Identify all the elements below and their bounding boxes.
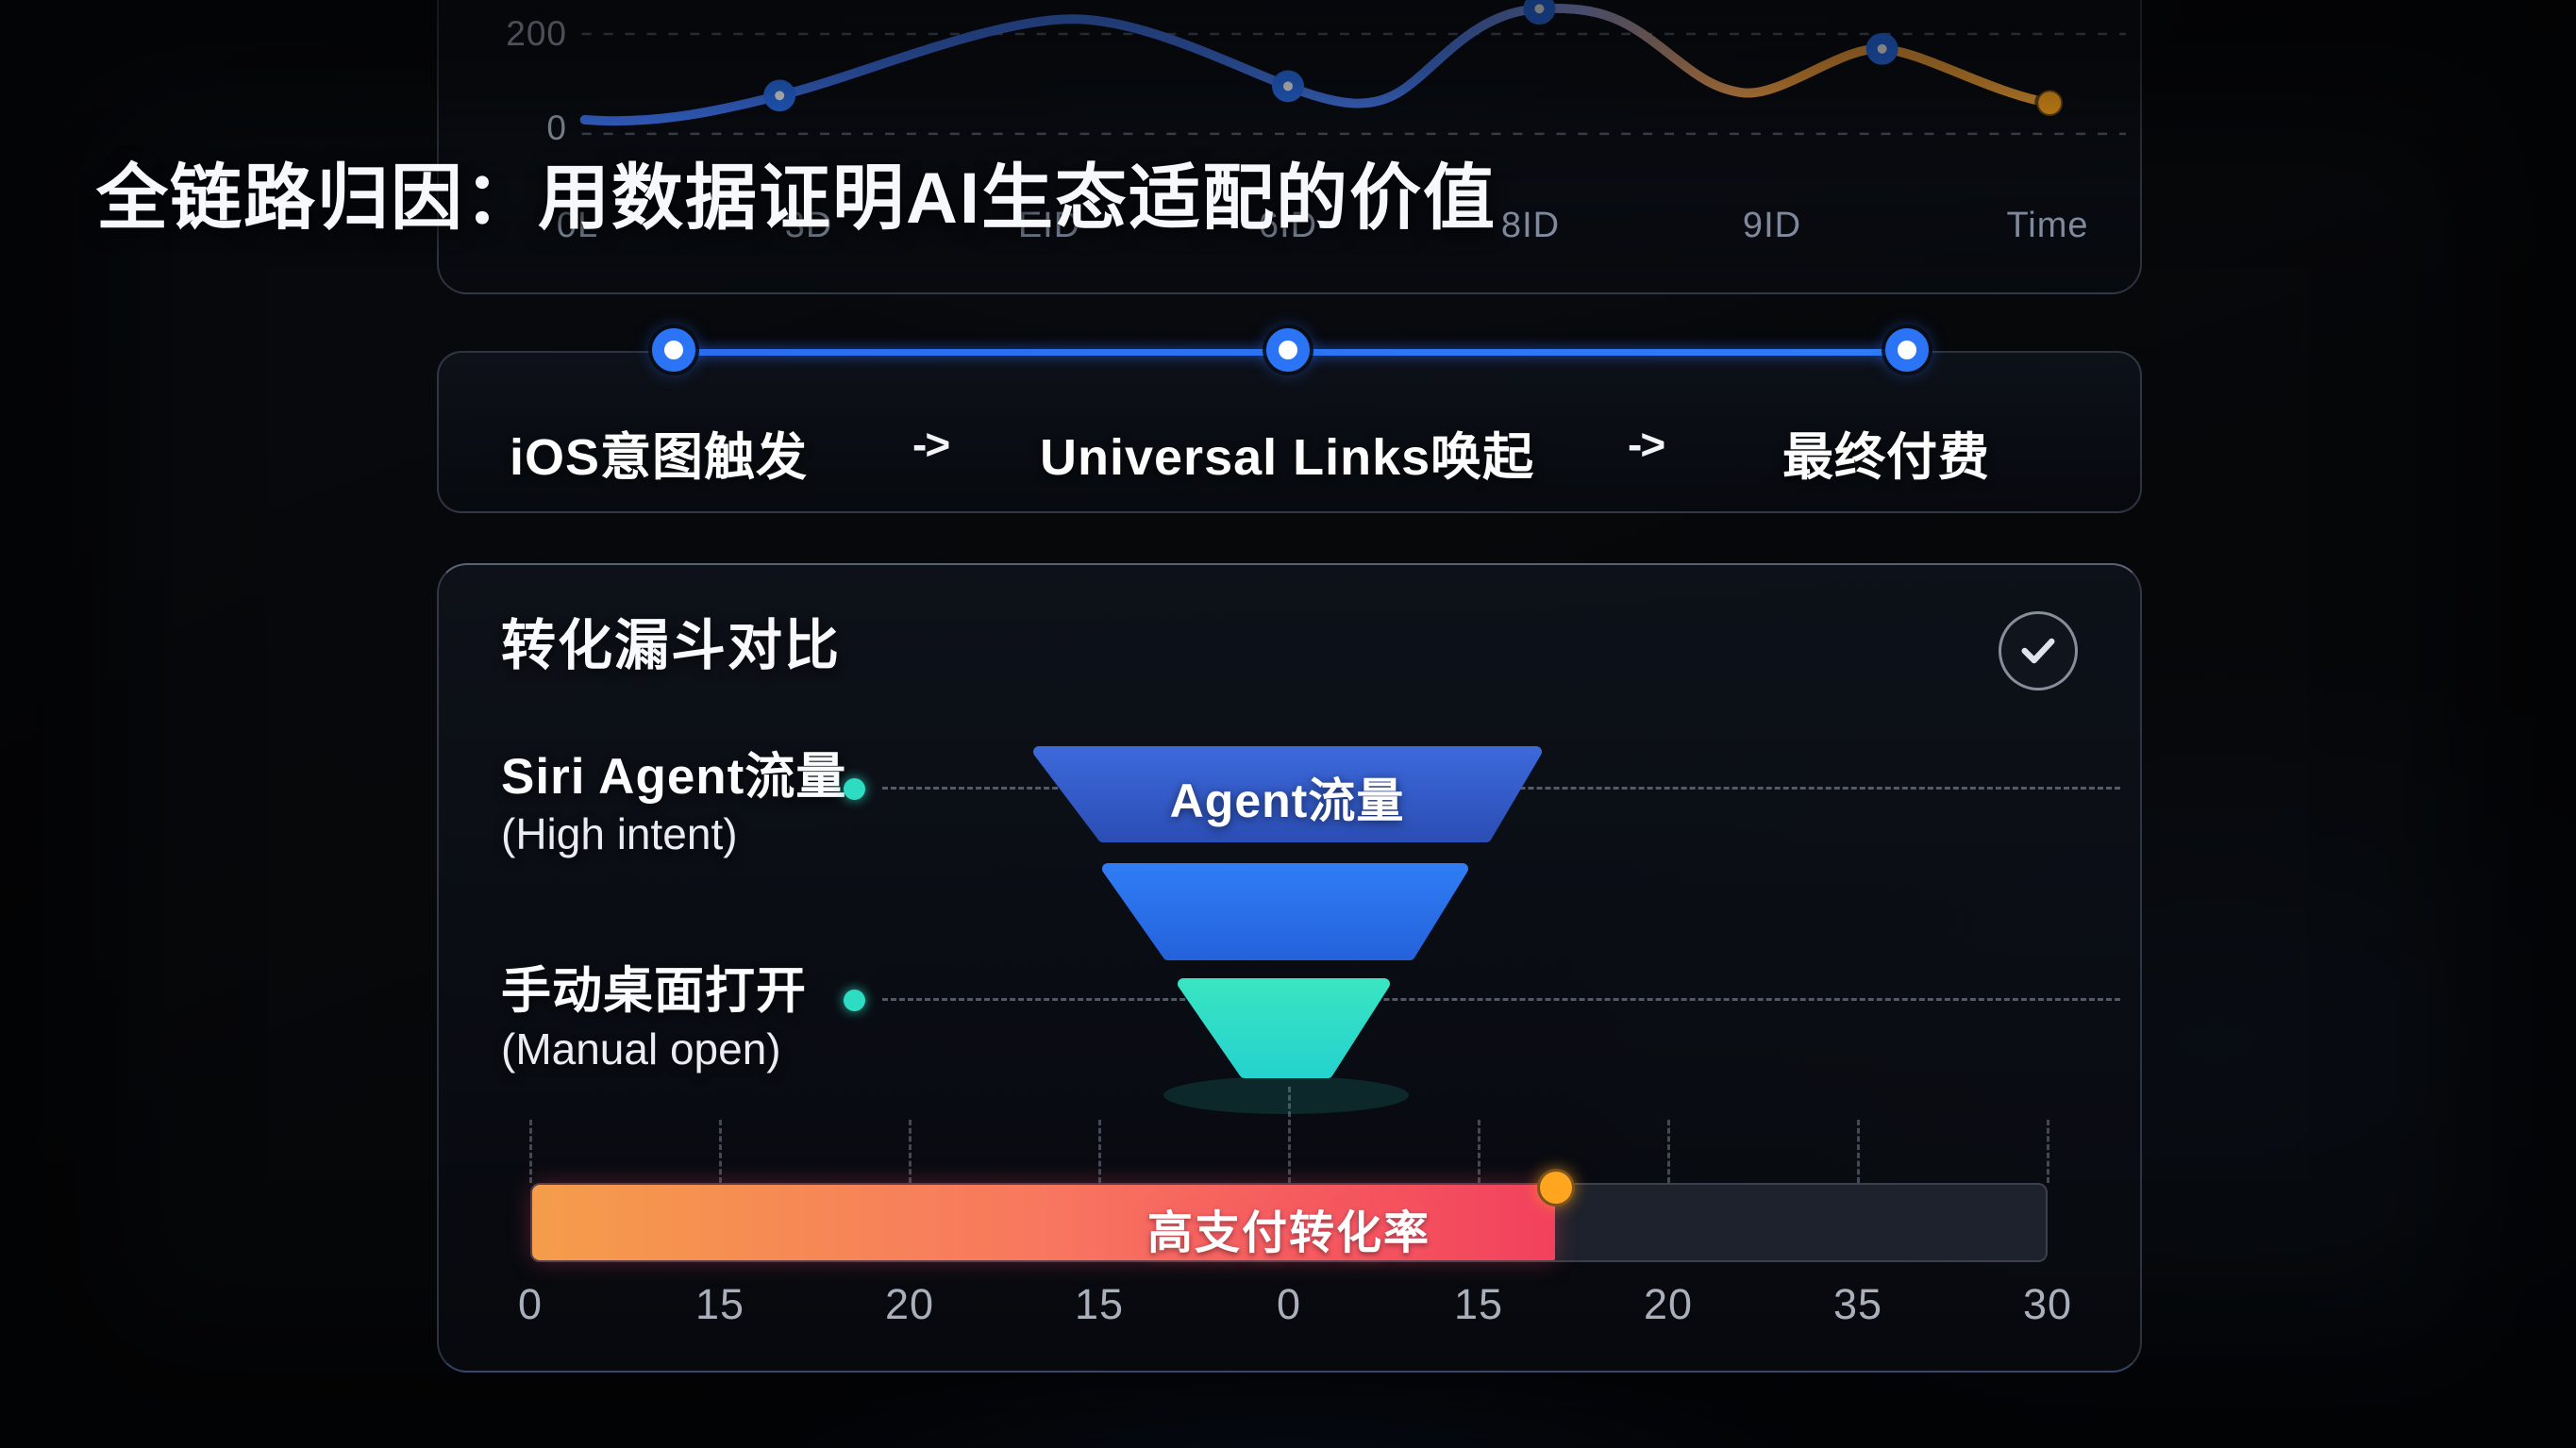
gauge-tick-line: [1098, 1120, 1101, 1183]
gauge-tick-label: 35: [1832, 1280, 1883, 1328]
data-point-dot: [1523, 0, 1556, 25]
gauge-tick-line: [909, 1120, 912, 1183]
data-point-dot: [763, 79, 796, 112]
arrow-right-icon: ->: [912, 420, 950, 469]
funnel-row-sublabel: (Manual open): [501, 1024, 781, 1074]
gauge-tick-label: 15: [1453, 1280, 1504, 1328]
flow-step-ios-intent: iOS意图触发: [510, 429, 809, 486]
funnel-comparison-card: 转化漏斗对比 Siri Agent流量 (High intent) 手动桌面打开…: [437, 563, 2142, 1373]
x-axis-tick: EID: [1017, 206, 1081, 245]
y-axis-tick: 0: [546, 108, 567, 147]
gauge-tick-label: 15: [1074, 1280, 1125, 1328]
attribution-flow-card: iOS意图触发 -> Universal Links唤起 -> 最终付费: [437, 328, 2142, 513]
x-axis-tick: 9ID: [1742, 206, 1802, 245]
funnel-stage-bottom: [1178, 978, 1390, 1078]
gauge-tick-line: [1478, 1120, 1480, 1183]
gauge-marker-dot[interactable]: [1537, 1169, 1575, 1207]
gauge-tick-label: 0: [517, 1280, 544, 1328]
funnel-stage-top: [1033, 746, 1542, 842]
flow-step-final-payment: 最终付费: [1782, 429, 1990, 486]
gauge-tick-line: [1857, 1120, 1860, 1183]
y-axis-tick: 200: [506, 14, 567, 53]
gauge-tick-line: [1667, 1120, 1670, 1183]
gauge-tick-line: [529, 1120, 532, 1183]
funnel-stage-middle: [1102, 863, 1468, 960]
page-title: 全链路归因：用数据证明AI生态适配的价值: [96, 158, 1497, 239]
gauge-label: 高支付转化率: [1146, 1208, 1430, 1258]
gauge-tick-label: 0: [1276, 1280, 1302, 1328]
gauge-tick-label: 20: [1643, 1280, 1694, 1328]
x-axis-tick: 0L: [556, 206, 599, 245]
data-point-dot: [1865, 32, 1899, 65]
gauge-tick-label: 30: [2022, 1280, 2073, 1328]
teal-marker-dot: [844, 990, 865, 1011]
gauge-track: [530, 1183, 2048, 1262]
card-title: 转化漏斗对比: [501, 615, 842, 676]
flow-step-universal-links: Universal Links唤起: [1040, 429, 1535, 486]
checkmark-icon: [2021, 638, 2055, 664]
x-axis-tick: Time: [2006, 206, 2089, 245]
gauge-tick-label: 15: [694, 1280, 745, 1328]
arrow-right-icon: ->: [1628, 420, 1665, 469]
trend-line-chart: [579, 0, 2127, 136]
gauge-tick-line-center: [1288, 1087, 1291, 1183]
trend-line-path: [579, 3, 2055, 126]
data-point-end-dot: [2034, 88, 2066, 119]
gauge-tick-line: [719, 1120, 722, 1183]
flow-node-dot: [652, 328, 695, 372]
funnel-row-sublabel: (High intent): [501, 809, 738, 858]
funnel-glow: [1163, 1076, 1409, 1114]
trend-chart-card: 200 0 0L 3D EID 6ID 8ID 9ID Time: [437, 0, 2142, 294]
dashed-guide-line: [882, 998, 2120, 1001]
funnel-row-label: 手动桌面打开: [501, 963, 807, 1019]
x-axis-tick: 3D: [784, 206, 833, 245]
teal-marker-dot: [844, 778, 865, 800]
funnel-shape: [1033, 746, 1542, 1114]
funnel-row-label: Siri Agent流量: [501, 749, 847, 805]
x-axis-tick: 6ID: [1258, 206, 1318, 245]
gauge-fill: [532, 1185, 1556, 1260]
gauge-tick-line: [2047, 1120, 2049, 1183]
flow-node-dot: [1885, 328, 1929, 372]
check-circle-button[interactable]: [1999, 611, 2078, 691]
gauge-tick-label: 20: [884, 1280, 935, 1328]
x-axis-tick: 8ID: [1500, 206, 1561, 245]
funnel-stage-top-label: Agent流量: [1169, 774, 1405, 827]
data-point-dot: [1272, 70, 1304, 103]
flow-node-dot: [1266, 328, 1310, 372]
